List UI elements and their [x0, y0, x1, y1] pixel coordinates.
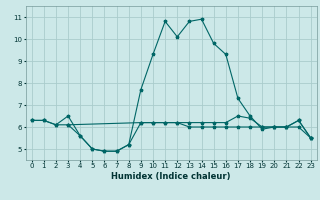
- X-axis label: Humidex (Indice chaleur): Humidex (Indice chaleur): [111, 172, 231, 181]
